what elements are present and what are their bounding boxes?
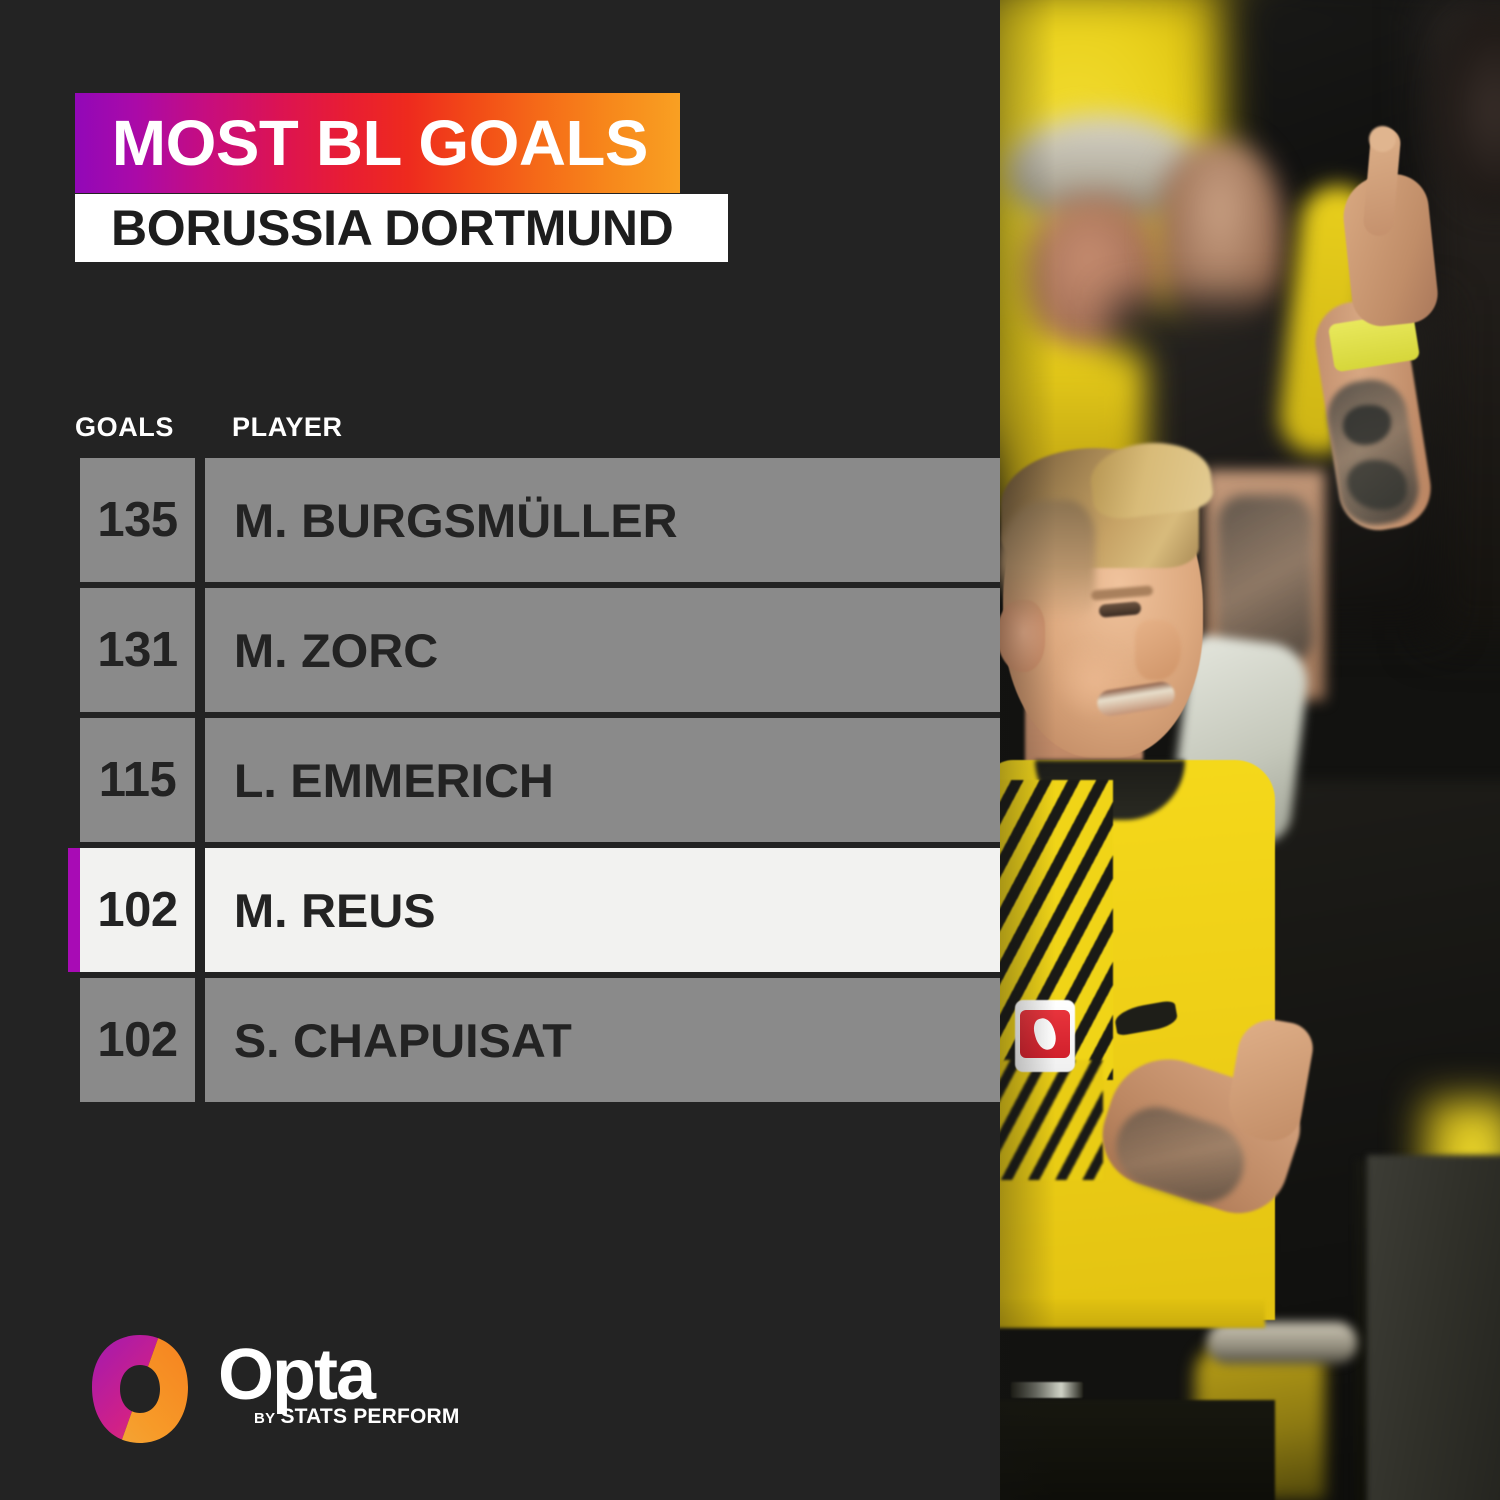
table-row[interactable]: 102 S. CHAPUISAT: [68, 978, 1000, 1102]
table-row[interactable]: 115 L. EMMERICH: [68, 718, 1000, 842]
goals-cell: 135: [80, 458, 195, 582]
row-accent-bar: [68, 718, 80, 842]
jersey-side-stripes: [995, 1060, 1103, 1180]
goals-value: 135: [97, 492, 178, 547]
cell-divider: [195, 588, 205, 712]
arm-tattoo-detail-b: [1347, 460, 1407, 510]
row-accent-bar: [68, 458, 80, 582]
goals-cell: 115: [80, 718, 195, 842]
opta-wordmark: Opta: [218, 1335, 376, 1415]
opta-mark-icon: [92, 1335, 188, 1443]
photo-edge-shadow: [995, 0, 1500, 1500]
second-arm-tattoo: [1217, 495, 1313, 665]
title-block: MOST BL GOALS BORUSSIA DORTMUND: [75, 93, 728, 262]
finger-tip: [1369, 126, 1396, 152]
goals-cell: 131: [80, 588, 195, 712]
player-cell: M. REUS: [205, 848, 1000, 972]
cell-divider: [195, 848, 205, 972]
arm-tattoo-detail-a: [1343, 405, 1391, 445]
title-gradient-bar: MOST BL GOALS: [75, 93, 680, 193]
row-accent-bar: [68, 588, 80, 712]
player-shorts: [995, 1400, 1275, 1500]
player-nose: [1135, 620, 1181, 680]
player-name: L. EMMERICH: [233, 753, 554, 807]
goals-cell: 102: [80, 848, 195, 972]
opta-wordmark-block: Opta BY STATS PERFORM: [218, 1333, 459, 1428]
player-cell: L. EMMERICH: [205, 718, 1000, 842]
player-cell: S. CHAPUISAT: [205, 978, 1000, 1102]
cell-divider: [195, 978, 205, 1102]
player-name: M. ZORC: [233, 623, 439, 677]
column-header-player: PLAYER: [232, 412, 343, 442]
table-row[interactable]: 131 M. ZORC: [68, 588, 1000, 712]
cell-divider: [195, 718, 205, 842]
player-cell: M. ZORC: [205, 588, 1000, 712]
player-hair-fade: [999, 500, 1095, 620]
player-photo: [995, 0, 1500, 1500]
table-row[interactable]: 135 M. BURGSMÜLLER: [68, 458, 1000, 582]
stats-panel: MOST BL GOALS BORUSSIA DORTMUND GOALS PL…: [68, 93, 1000, 1445]
goals-value: 102: [97, 1012, 178, 1067]
goals-table: 135 M. BURGSMÜLLER 131 M. ZORC 115: [68, 458, 1000, 1108]
cell-divider: [195, 458, 205, 582]
column-header-goals: GOALS: [75, 412, 175, 442]
page-subtitle: BORUSSIA DORTMUND: [111, 200, 674, 256]
stadium-rail: [1207, 1322, 1357, 1364]
subtitle-bar: BORUSSIA DORTMUND: [75, 194, 728, 262]
player-name: S. CHAPUISAT: [233, 1013, 572, 1067]
table-row-highlighted[interactable]: 102 M. REUS: [68, 848, 1000, 972]
page-title: MOST BL GOALS: [111, 107, 649, 179]
player-name: M. BURGSMÜLLER: [233, 493, 678, 547]
row-accent-bar: [68, 848, 80, 972]
dugout-panel: [1367, 1155, 1500, 1500]
row-accent-bar: [68, 978, 80, 1102]
goals-value: 115: [98, 752, 177, 807]
player-cell: M. BURGSMÜLLER: [205, 458, 1000, 582]
jersey-hem: [995, 1300, 1265, 1328]
opta-tagline-brand: STATS PERFORM: [280, 1405, 460, 1428]
player-name: M. REUS: [233, 883, 436, 937]
opta-tagline-by: BY: [254, 1410, 276, 1427]
opta-logo: Opta BY STATS PERFORM: [88, 1333, 459, 1445]
puma-tag: [1011, 1382, 1083, 1398]
opta-tagline: BY STATS PERFORM: [254, 1405, 460, 1429]
goals-cell: 102: [80, 978, 195, 1102]
goals-value: 131: [97, 622, 178, 677]
goals-value: 102: [97, 882, 178, 937]
